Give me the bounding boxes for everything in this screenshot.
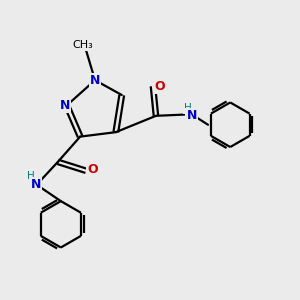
Text: O: O — [87, 163, 98, 176]
Text: N: N — [60, 99, 70, 112]
Text: CH₃: CH₃ — [72, 40, 93, 50]
Text: N: N — [90, 74, 100, 87]
Text: N: N — [30, 178, 41, 191]
Text: N: N — [186, 109, 197, 122]
Text: O: O — [154, 80, 165, 93]
Text: H: H — [27, 171, 35, 181]
Text: H: H — [184, 103, 192, 113]
